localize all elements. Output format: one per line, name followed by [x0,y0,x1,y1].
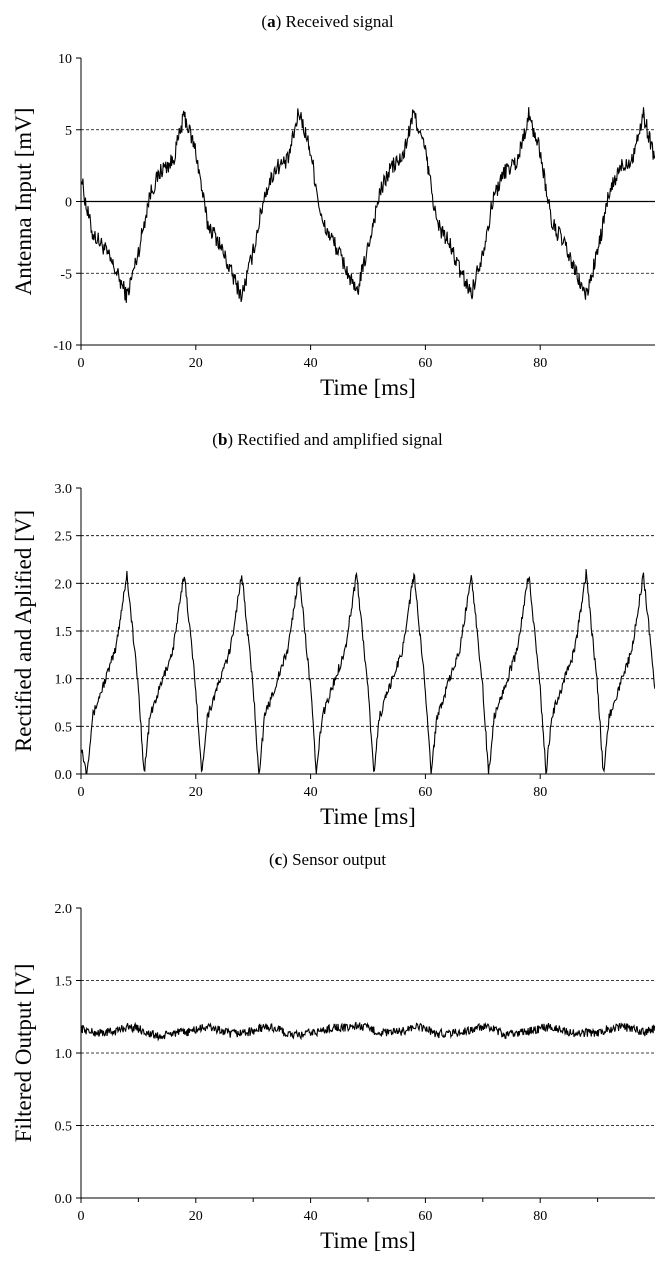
chart-c-ylabel: Filtered Output [V] [11,964,36,1143]
chart-b-xtick-label: 80 [533,785,547,800]
chart-a-ytick-label: 10 [58,52,72,67]
chart-c-ytick-label: 1.0 [55,1047,73,1062]
chart-b-ylabel: Rectified and Aplified [V] [11,510,36,752]
chart-c-series-line [80,1021,655,1042]
chart-a-ytick-label: 0 [65,196,72,211]
chart-b-xtick-label: 40 [304,785,318,800]
chart-b-plot: 0.0 0.5 1.0 1.5 2.0 2.5 3.0 0 20 40 60 80 Time [ms] R… [11,482,655,829]
chart-c-xtick-label: 60 [418,1209,432,1224]
chart-b: (b) Rectified and amplified signal 0.0 0.… [0,420,655,840]
chart-a-title-letter: a [267,12,276,31]
chart-b-ytick-label: 3.0 [55,482,73,497]
chart-b-title: (b) Rectified and amplified signal [212,430,443,449]
chart-b-xtick-label: 0 [78,785,85,800]
chart-c-title-letter: c [274,850,283,869]
chart-b-ytick-label: 2.5 [55,530,73,545]
chart-c-ytick-label: 2.0 [55,902,73,917]
chart-b-title-letter: b [217,430,228,449]
chart-c: (c) Sensor output 0.0 0.5 1.0 1.5 2.0 0 20 40 60… [0,840,655,1267]
chart-c-ytick-label: 1.5 [55,975,73,990]
chart-b-ytick-label: 1.0 [55,673,73,688]
chart-b-ytick-label: 1.5 [55,625,73,640]
chart-a-xtick-label: 40 [304,356,318,371]
chart-b-xlabel: Time [ms] [320,804,416,829]
chart-b-xtick-label: 60 [418,785,432,800]
chart-c-plot: 0.0 0.5 1.0 1.5 2.0 0 20 40 60 80 Time [ms] Filtere… [11,902,655,1253]
chart-a-ytick-label: 5 [65,124,72,139]
chart-b-title-text: Rectified and amplified signal [237,430,443,449]
chart-c-title: (c) Sensor output [268,850,387,869]
chart-b-xtick-label: 20 [189,785,203,800]
chart-c-xtick-label: 80 [533,1209,547,1224]
chart-a-xtick-label: 80 [533,356,547,371]
chart-a: (a) Received signal -10 -5 0 5 10 0 20 40 60 80 Ti… [0,0,655,420]
chart-c-title-text: Sensor output [292,850,387,869]
chart-a-xtick-label: 0 [78,356,85,371]
chart-b-ytick-label: 2.0 [55,577,73,592]
chart-a-title: (a) Received signal [261,12,394,31]
chart-b-ytick-label: 0.0 [55,768,73,783]
chart-a-xlabel: Time [ms] [320,375,416,400]
chart-c-ytick-label: 0.5 [55,1120,73,1135]
chart-c-xlabel: Time [ms] [320,1228,416,1253]
chart-a-title-text: Received signal [285,12,394,31]
chart-b-series-line [80,569,655,775]
chart-c-ytick-label: 0.0 [55,1192,73,1207]
chart-c-xtick-label: 40 [304,1209,318,1224]
chart-a-ylabel: Antenna Input [mV] [11,108,36,296]
chart-a-xtick-label: 20 [189,356,203,371]
chart-a-plot: -10 -5 0 5 10 0 20 40 60 80 Time [ms] Antenna Input… [11,52,655,400]
chart-a-ytick-label: -5 [60,267,72,282]
chart-a-series-line [80,107,655,303]
chart-b-ytick-label: 0.5 [55,720,73,735]
chart-c-xtick-label: 20 [189,1209,203,1224]
chart-a-ytick-label: -10 [53,339,72,354]
chart-c-xtick-label: 0 [78,1209,85,1224]
chart-a-xtick-label: 60 [418,356,432,371]
